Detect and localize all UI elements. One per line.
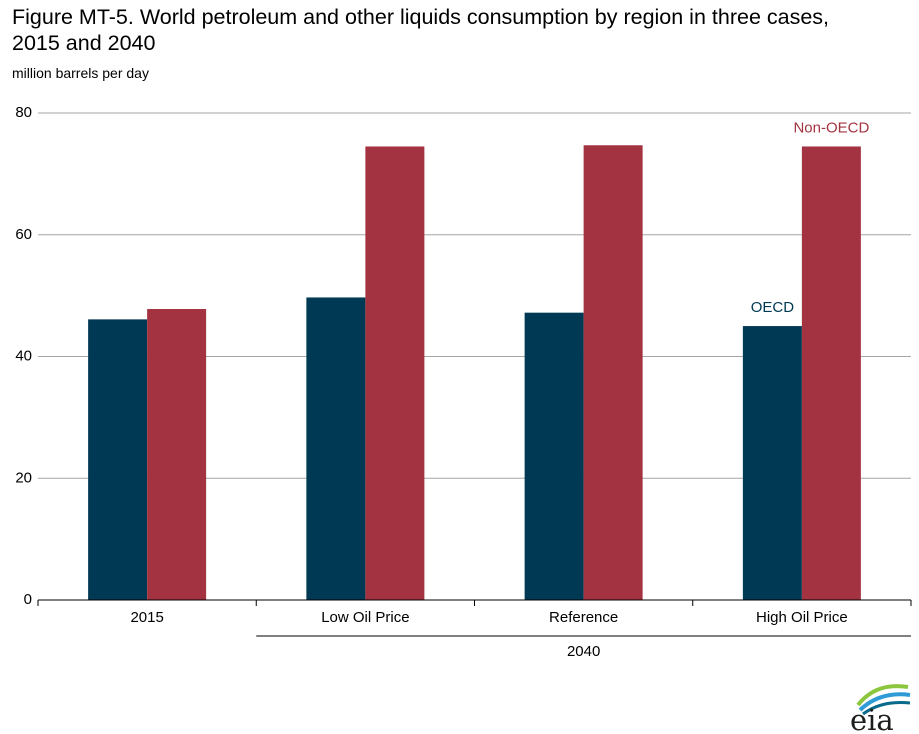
bar-non-oecd-reference [583,145,643,601]
series-label-oecd: OECD [751,299,795,316]
x-tick-label-reference: Reference [549,609,618,626]
eia-logo: eia [850,684,911,732]
y-tick-label-40: 40 [15,348,32,365]
chart-title-line-1: Figure MT-5. World petroleum and other l… [12,5,830,29]
bar-non-oecd-high-oil-price [801,146,861,600]
bar-non-oecd-low-oil-price [365,146,425,600]
y-tick-label-0: 0 [24,591,32,608]
eia-logo-arc-blue [858,692,911,712]
bar-oecd-reference [524,312,584,600]
bar-oecd-low-oil-price [306,297,366,600]
y-tick-label-60: 60 [15,226,32,243]
x-tick-label-high-oil-price: High Oil Price [756,609,848,626]
x-tick-label-2015: 2015 [130,609,163,626]
y-axis-units-label: million barrels per day [12,65,149,81]
x-tick-label-low-oil-price: Low Oil Price [321,609,409,626]
bar-oecd-2015 [88,319,148,600]
bar-oecd-high-oil-price [742,326,802,600]
chart-title: Figure MT-5. World petroleum and other l… [12,4,912,56]
y-tick-label-20: 20 [15,469,32,486]
series-label-non-oecd: Non-OECD [793,119,869,136]
eia-logo-text: eia [850,703,894,732]
bar-non-oecd-2015 [147,309,207,600]
chart-title-line-2: 2015 and 2040 [12,31,156,55]
eia-logo-arc-teal [862,701,911,716]
y-tick-label-80: 80 [15,104,32,121]
group-label-2040: 2040 [567,643,600,660]
eia-logo-arc-green [856,684,909,707]
